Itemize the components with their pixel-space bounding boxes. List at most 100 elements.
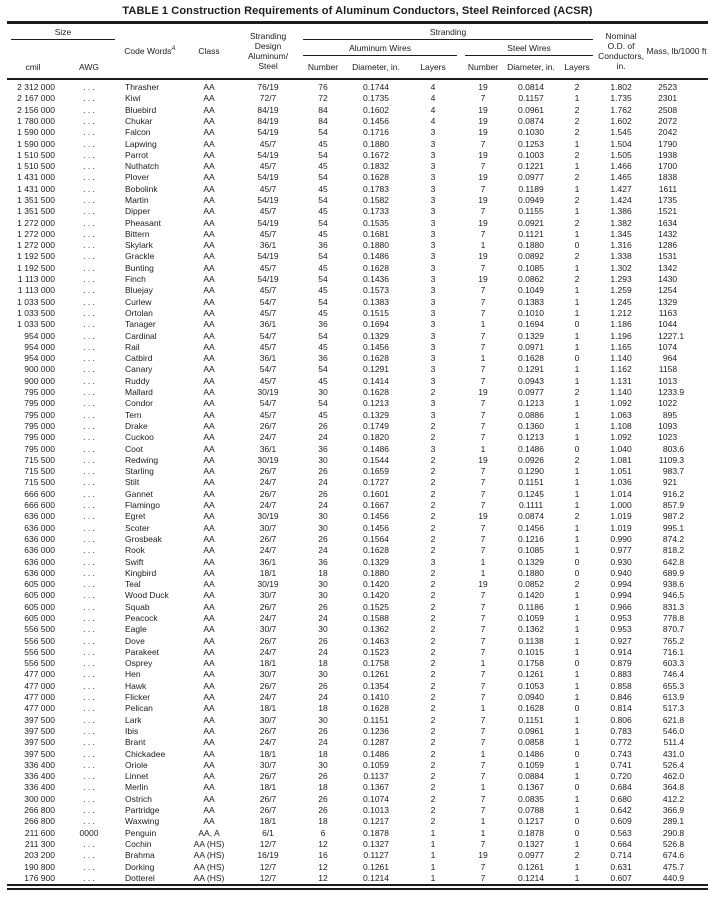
- cell-cmil: 605 000: [24, 612, 55, 623]
- cell-st_num: 7: [480, 161, 486, 172]
- cell-st_num: 7: [480, 477, 486, 488]
- cell-cmil: 715 500: [24, 454, 55, 465]
- cell-class: AA (HS): [193, 850, 225, 861]
- cell-al_dia: 0.1659: [363, 466, 390, 477]
- table-body: 2 312 000. . . Thrasher AA 76/19 76 0.1744 4 19…: [7, 79, 708, 887]
- cell-awg: . . .: [83, 443, 95, 454]
- cell-od: 1.140: [610, 387, 632, 398]
- cell-cmil: 605 000: [24, 601, 55, 612]
- cell-mass: 1013: [658, 375, 678, 386]
- cell-al_lay: 2: [430, 500, 436, 511]
- cell-cmil: 1 590 000: [17, 127, 55, 138]
- cell-od: 0.966: [610, 601, 632, 612]
- cell-st_dia: 0.0961: [518, 104, 545, 115]
- cell-st_dia: 0.0940: [518, 692, 545, 703]
- cell-od: 0.720: [610, 771, 632, 782]
- cell-awg: . . .: [83, 398, 95, 409]
- cell-class: AA: [203, 477, 215, 488]
- cell-st_num: 19: [478, 274, 488, 285]
- cell-st_dia: 0.1121: [518, 228, 544, 239]
- cell-al_num: 18: [318, 703, 328, 714]
- cell-mass: 870.7: [662, 624, 685, 635]
- cell-code: Nuthatch: [125, 161, 160, 172]
- cell-code: Ortolan: [125, 307, 153, 318]
- cell-od: 1.108: [610, 420, 632, 431]
- cell-mass: 613.9: [662, 692, 685, 703]
- cell-al_num: 45: [318, 262, 328, 273]
- cell-mass: 995.1: [662, 522, 685, 533]
- cell-al_dia: 0.1735: [363, 93, 390, 104]
- cell-code: Grosbeak: [125, 533, 162, 544]
- cell-al_dia: 0.1716: [363, 127, 390, 138]
- steel-wires-group-label: Steel Wires: [465, 40, 594, 57]
- cell-class: AA: [203, 353, 215, 364]
- cell-st_num: 19: [478, 115, 488, 126]
- cell-code: Flamingo: [125, 500, 160, 511]
- cell-code: Cuckoo: [125, 432, 154, 443]
- cell-mass: 511.4: [663, 737, 685, 748]
- cell-al_lay: 3: [430, 296, 436, 307]
- cell-al_lay: 2: [430, 477, 436, 488]
- cell-st_num: 7: [480, 522, 486, 533]
- cell-al_num: 45: [318, 375, 328, 386]
- cell-class: AA: [203, 262, 215, 273]
- cell-design: 12/7: [259, 861, 277, 872]
- cell-class: AA: [203, 183, 215, 194]
- cell-od: 1.092: [610, 398, 632, 409]
- cell-st_dia: 0.1221: [518, 161, 545, 172]
- cell-st_dia: 0.0921: [518, 217, 545, 228]
- cell-class: AA, A: [198, 827, 220, 838]
- cell-al_lay: 3: [430, 353, 436, 364]
- cell-od: 1.505: [610, 149, 632, 160]
- cell-code: Grackle: [125, 251, 155, 262]
- table-row: 715 500 . . . Redwing AA 30/19 30 0.1544 2 19 0.0…: [7, 455, 708, 466]
- cell-od: 0.994: [610, 590, 632, 601]
- cell-al_num: 30: [318, 590, 328, 601]
- cell-mass: 2508: [658, 104, 678, 115]
- cell-st_lay: 1: [574, 138, 580, 149]
- cell-cmil: 1 590 000: [17, 138, 55, 149]
- cell-code: Hawk: [125, 680, 147, 691]
- cell-st_num: 7: [480, 500, 486, 511]
- cell-al_lay: 2: [430, 635, 436, 646]
- cell-mass: 916.2: [662, 488, 685, 499]
- cell-al_lay: 2: [430, 669, 436, 680]
- cell-awg: . . .: [83, 725, 95, 736]
- table-row: 900 000 . . . Canary AA 54/7 54 0.1291 3 7 0.1291…: [7, 364, 708, 375]
- cell-code: Canary: [125, 364, 153, 375]
- cell-mass: 964: [662, 353, 678, 364]
- cell-al_lay: 2: [430, 658, 436, 669]
- cell-al_lay: 2: [430, 387, 436, 398]
- cell-al_lay: 1: [430, 838, 436, 849]
- cell-mass: 921: [662, 477, 678, 488]
- cell-al_dia: 0.1783: [363, 183, 390, 194]
- cell-st_num: 7: [480, 669, 486, 680]
- cell-cmil: 1 272 000: [17, 240, 55, 251]
- cell-al_lay: 2: [430, 680, 436, 691]
- cell-st_lay: 0: [574, 567, 580, 578]
- cell-st_lay: 1: [574, 466, 580, 477]
- cell-class: AA: [203, 443, 215, 454]
- cell-class: AA: [203, 115, 215, 126]
- cell-class: AA: [203, 172, 215, 183]
- cell-al_num: 30: [318, 522, 328, 533]
- cell-awg: . . .: [83, 364, 95, 375]
- cell-al_dia: 0.1523: [363, 646, 390, 657]
- cell-mass: 1700: [658, 161, 678, 172]
- table-row: 556 500 . . . Dove AA 26/7 26 0.1463 2 7 0.1138 1 0…: [7, 636, 708, 647]
- cell-awg: . . .: [83, 759, 95, 770]
- cell-al_dia: 0.1354: [363, 680, 390, 691]
- cell-al_num: 16: [318, 850, 328, 861]
- cell-class: AA: [203, 533, 215, 544]
- cell-cmil: 556 500: [24, 624, 55, 635]
- cell-cmil: 636 000: [24, 511, 55, 522]
- cell-st_dia: 0.0835: [518, 793, 545, 804]
- cell-code: Brant: [125, 737, 146, 748]
- cell-st_num: 7: [480, 341, 486, 352]
- cell-al_num: 18: [318, 567, 328, 578]
- cell-class: AA: [203, 341, 215, 352]
- cell-awg: . . .: [83, 488, 95, 499]
- cell-st_dia: 0.1486: [518, 443, 545, 454]
- cell-st_dia: 0.0788: [518, 805, 545, 816]
- cell-awg: . . .: [83, 115, 95, 126]
